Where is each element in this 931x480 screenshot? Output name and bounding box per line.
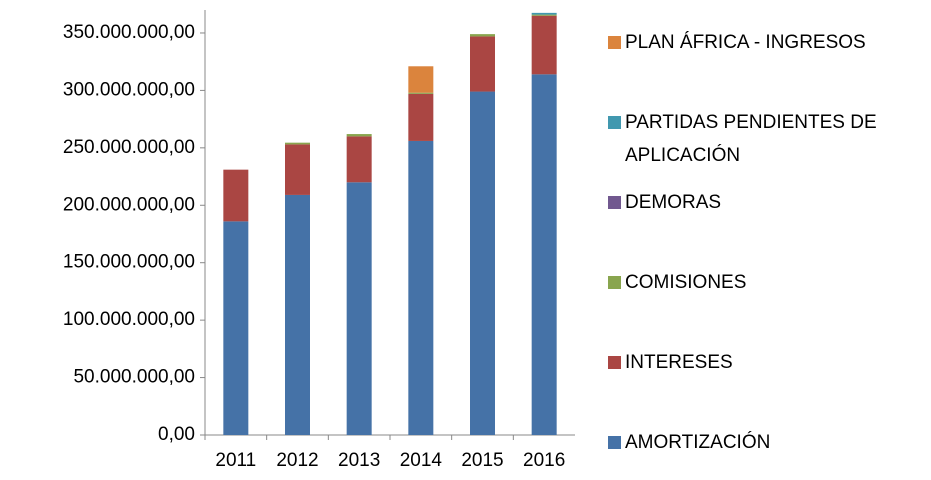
legend-label: INTERESES [625, 352, 733, 373]
legend-swatch [608, 356, 621, 369]
bar-segment [408, 140, 434, 435]
legend-label: PLAN ÁFRICA - INGRESOS [625, 32, 866, 53]
y-tick-label: 100.000.000,00 [63, 309, 195, 330]
legend-label: DEMORAS [625, 192, 722, 213]
bar-segment [531, 14, 557, 16]
bar-segment [408, 93, 434, 141]
y-tick-label: 0,00 [158, 424, 195, 445]
x-tick-label: 2014 [400, 450, 443, 471]
bar-segment [346, 136, 372, 183]
legend-item: PARTIDAS PENDIENTES DE APLICACIÓN [608, 106, 915, 172]
y-tick-label: 200.000.000,00 [63, 194, 195, 215]
bar-segment [408, 92, 434, 94]
y-tick-label: 350.000.000,00 [63, 22, 195, 43]
bar-segment [346, 182, 372, 435]
legend-swatch [608, 196, 621, 209]
bar-segment [223, 169, 249, 222]
legend-item: PLAN ÁFRICA - INGRESOS [608, 26, 915, 59]
legend-label: AMORTIZACIÓN [625, 432, 771, 453]
bar-segment [346, 134, 372, 137]
y-tick-label: 250.000.000,00 [63, 137, 195, 158]
legend-item: DEMORAS [608, 186, 915, 219]
x-tick-label: 2016 [523, 450, 565, 471]
x-tick-label: 2013 [338, 450, 380, 471]
legend-swatch [608, 36, 621, 49]
legend-item: COMISIONES [608, 266, 915, 299]
bar-segment [531, 12, 557, 15]
bar-segment [285, 144, 310, 195]
y-tick-label: 300.000.000,00 [63, 79, 195, 100]
x-tick-label: 2011 [215, 450, 256, 471]
y-tick-label: 50.000.000,00 [73, 367, 195, 388]
legend-swatch [608, 116, 621, 129]
bar-segment [408, 66, 434, 93]
legend-swatch [608, 436, 621, 449]
x-tick-label: 2012 [276, 450, 318, 471]
bar-segment [285, 194, 310, 435]
bar-segment [223, 221, 249, 435]
y-tick-label: 150.000.000,00 [63, 252, 195, 273]
legend-label: PARTIDAS PENDIENTES DE APLICACIÓN [625, 112, 877, 166]
bar-segment [285, 142, 310, 145]
bar-segment [470, 91, 495, 436]
legend-item: AMORTIZACIÓN [608, 426, 915, 459]
x-tick-label: 2015 [461, 450, 503, 471]
bar-segment [531, 15, 557, 75]
bar-segment [470, 36, 495, 92]
legend-item: INTERESES [608, 346, 915, 379]
bar-segment [470, 34, 495, 37]
bar-segment [531, 74, 557, 435]
legend-label: COMISIONES [625, 272, 747, 293]
legend-swatch [608, 276, 621, 289]
